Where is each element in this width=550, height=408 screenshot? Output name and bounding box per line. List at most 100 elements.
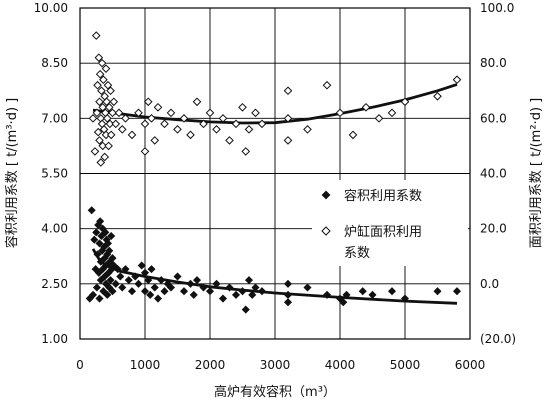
data-point-volume-coefficient xyxy=(322,290,332,299)
data-point-volume-coefficient xyxy=(283,279,293,288)
data-point-volume-coefficient xyxy=(452,287,462,296)
data-point-hearth-area-coefficient xyxy=(97,86,106,96)
data-point-hearth-area-coefficient xyxy=(192,97,202,107)
data-point-hearth-area-coefficient xyxy=(134,108,143,118)
data-point-volume-coefficient xyxy=(400,294,410,303)
data-point-hearth-area-coefficient xyxy=(153,102,163,112)
data-point-hearth-area-coefficient xyxy=(251,108,260,118)
data-point-hearth-area-coefficient xyxy=(98,102,108,112)
x-tick-labels: 0 1000 2000 3000 4000 5000 6000 xyxy=(76,358,485,372)
data-point-hearth-area-coefficient xyxy=(98,141,108,151)
x-tick-label: 2000 xyxy=(195,358,226,372)
legend-label: 炉缸面积利用 xyxy=(344,224,422,240)
data-point-volume-coefficient xyxy=(433,287,442,296)
data-point-hearth-area-coefficient xyxy=(179,114,189,123)
data-point-hearth-area-coefficient xyxy=(88,114,98,123)
data-point-volume-coefficient xyxy=(248,290,257,299)
data-point-volume-coefficient xyxy=(137,261,146,270)
data-point-volume-coefficient xyxy=(106,276,115,285)
data-point-volume-coefficient xyxy=(368,290,377,299)
data-point-hearth-area-coefficient xyxy=(106,130,116,140)
data-point-volume-coefficient xyxy=(92,283,101,292)
data-point-hearth-area-coefficient xyxy=(452,75,462,85)
data-point-volume-coefficient xyxy=(238,287,247,296)
data-point-hearth-area-coefficient xyxy=(348,130,358,140)
data-point-volume-coefficient xyxy=(107,231,116,241)
data-point-hearth-area-coefficient xyxy=(121,114,130,123)
y-right-tick-label: 0.0 xyxy=(480,277,499,291)
y-right-tick-label: 60.0 xyxy=(480,111,507,125)
data-point-volume-coefficient xyxy=(150,283,159,292)
data-point-hearth-area-coefficient xyxy=(97,58,107,68)
y-right-tick-label: 100.0 xyxy=(480,1,514,15)
data-point-volume-coefficient xyxy=(358,287,367,296)
data-point-volume-coefficient xyxy=(303,283,312,292)
data-point-hearth-area-coefficient xyxy=(105,119,115,129)
data-point-hearth-area-coefficient xyxy=(244,125,254,134)
data-point-volume-coefficient xyxy=(111,279,120,288)
data-point-hearth-area-coefficient xyxy=(93,80,102,90)
data-point-hearth-area-coefficient xyxy=(100,152,110,162)
data-point-volume-coefficient xyxy=(88,290,98,299)
data-point-volume-coefficient xyxy=(134,279,143,288)
data-point-volume-coefficient xyxy=(160,287,169,296)
data-point-volume-coefficient xyxy=(101,228,110,237)
data-point-volume-coefficient xyxy=(186,279,195,288)
legend-background xyxy=(312,180,468,266)
data-point-volume-coefficient xyxy=(118,283,127,292)
data-point-volume-coefficient xyxy=(157,276,166,285)
data-point-volume-coefficient xyxy=(131,272,140,281)
x-tick-label: 0 xyxy=(76,358,84,372)
data-point-hearth-area-coefficient xyxy=(225,136,234,145)
data-point-hearth-area-coefficient xyxy=(231,119,241,129)
data-point-volume-coefficient xyxy=(225,283,234,292)
data-point-hearth-area-coefficient xyxy=(374,114,384,123)
data-point-hearth-area-coefficient xyxy=(387,108,397,118)
data-point-volume-coefficient xyxy=(244,276,254,285)
data-point-hearth-area-coefficient xyxy=(91,31,101,40)
data-point-hearth-area-coefficient xyxy=(150,136,160,145)
data-point-volume-coefficient xyxy=(166,283,176,292)
data-point-hearth-area-coefficient xyxy=(433,91,442,101)
data-point-volume-coefficient xyxy=(95,239,104,248)
data-point-hearth-area-coefficient xyxy=(90,147,100,156)
data-point-volume-coefficient xyxy=(212,279,221,288)
data-point-hearth-area-coefficient xyxy=(103,80,113,90)
data-point-hearth-area-coefficient xyxy=(212,125,221,134)
data-point-hearth-area-coefficient xyxy=(160,119,169,129)
x-tick-label: 6000 xyxy=(455,358,486,372)
data-point-volume-coefficient xyxy=(218,294,228,303)
data-point-volume-coefficient xyxy=(113,265,122,274)
data-point-volume-coefficient xyxy=(153,294,163,303)
y-right-tick-labels: (20.0) 0.0 20.0 40.0 60.0 80.0 100.0 xyxy=(480,1,516,346)
x-tick-label: 5000 xyxy=(390,358,421,372)
y-left-tick-labels: 1.00 2.50 4.00 5.50 7.00 8.50 10.00 xyxy=(34,1,68,346)
y-right-axis-title: 面积利用系数 [ t/(m²·d) ] xyxy=(529,98,544,248)
x-tick-label: 4000 xyxy=(325,358,356,372)
data-point-hearth-area-coefficient xyxy=(238,102,247,112)
data-point-volume-coefficient xyxy=(173,272,182,281)
data-point-volume-coefficient xyxy=(231,290,241,299)
data-point-hearth-area-coefficient xyxy=(173,125,182,134)
y-right-tick-label: (20.0) xyxy=(480,332,516,346)
y-left-tick-label: 1.00 xyxy=(41,332,68,346)
data-point-hearth-area-coefficient xyxy=(93,127,103,137)
data-point-volume-coefficient xyxy=(87,206,96,215)
data-point-volume-coefficient xyxy=(342,290,351,299)
data-point-volume-coefficient xyxy=(92,228,101,237)
data-point-hearth-area-coefficient xyxy=(400,97,410,107)
data-point-volume-coefficient xyxy=(90,235,99,244)
data-point-volume-coefficient xyxy=(144,276,153,285)
data-point-volume-coefficient xyxy=(339,298,348,307)
data-point-hearth-area-coefficient xyxy=(109,97,119,107)
y-left-axis-title: 容积利用系数 [ t/(m³·d) ] xyxy=(4,98,20,248)
data-point-volume-coefficient xyxy=(251,283,260,292)
y-right-tick-label: 20.0 xyxy=(480,222,507,236)
legend-label: 系数 xyxy=(344,246,370,261)
data-point-hearth-area-coefficient xyxy=(143,97,153,107)
data-point-volume-coefficient xyxy=(103,239,112,248)
data-point-hearth-area-coefficient xyxy=(147,114,156,123)
data-point-volume-coefficient xyxy=(147,265,156,274)
